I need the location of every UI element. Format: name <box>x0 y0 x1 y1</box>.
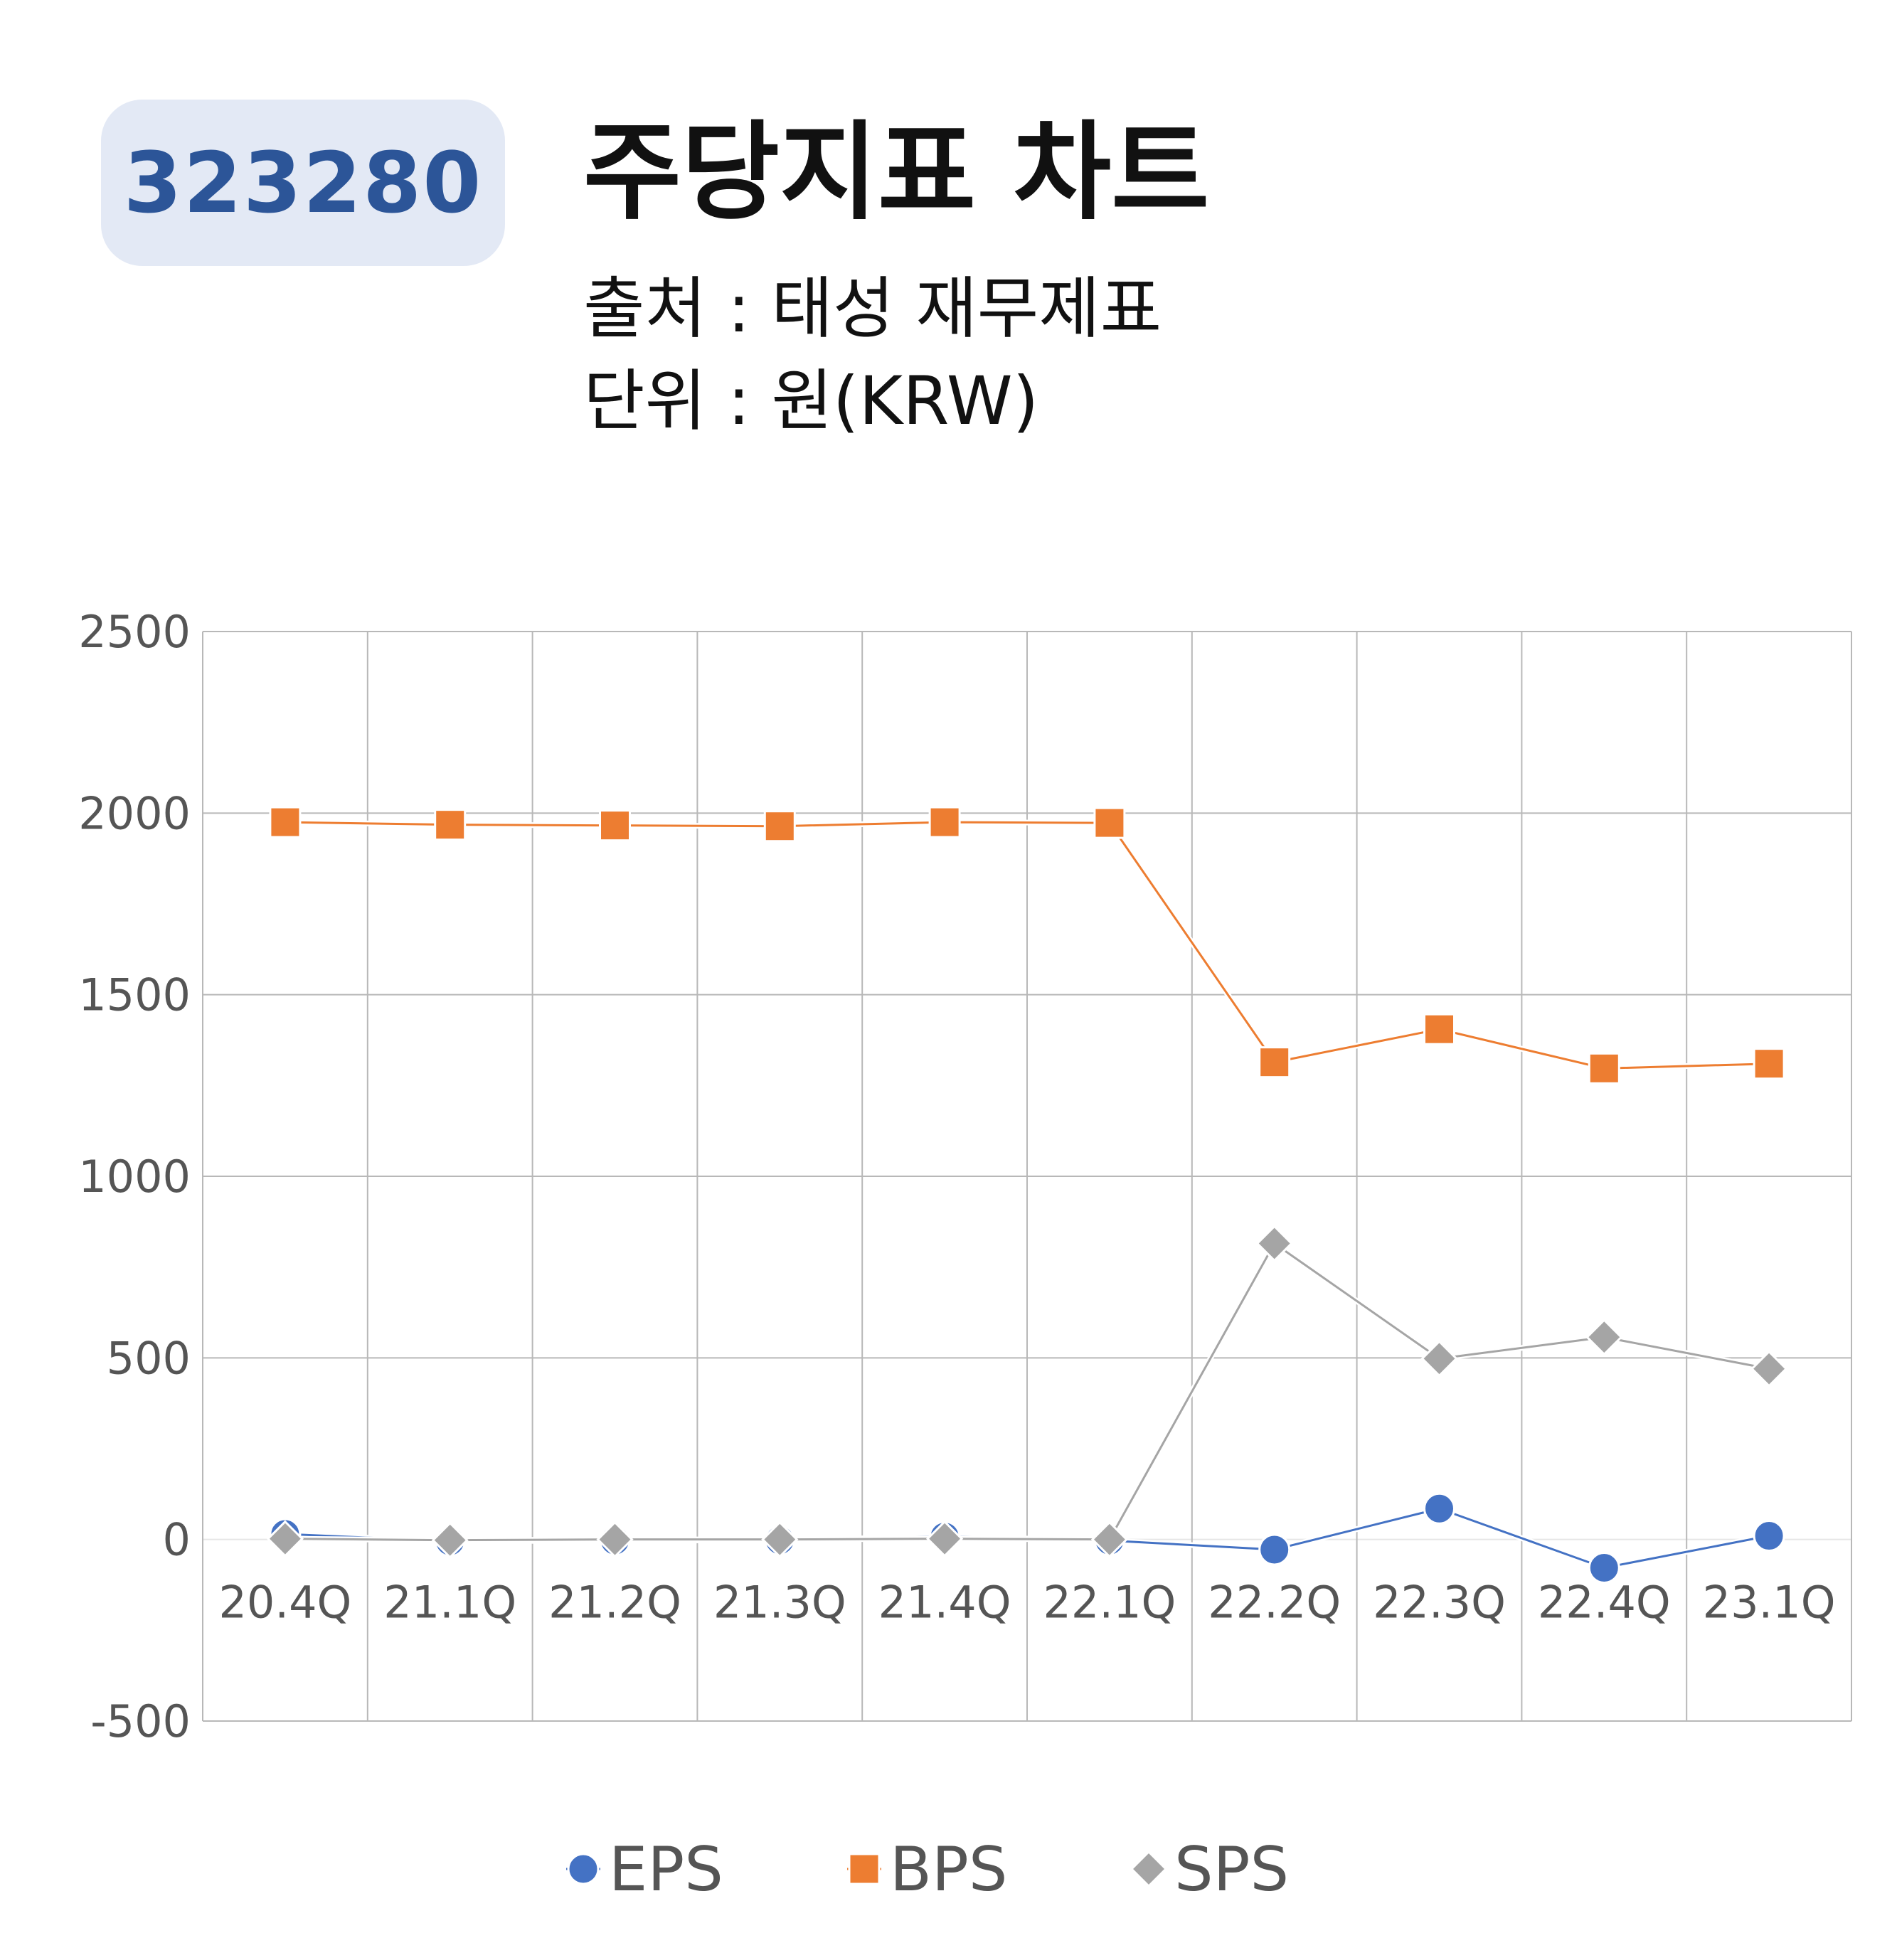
ticker-badge: 323280 <box>101 100 505 266</box>
chart-title: 주당지표 차트 <box>583 111 1210 235</box>
y-tick-label: 1500 <box>78 969 191 1021</box>
sps-point <box>1750 1350 1788 1388</box>
x-tick-label: 20.4Q <box>218 1577 351 1629</box>
sps-point <box>266 1520 304 1557</box>
sps-point <box>1585 1319 1623 1356</box>
sps-point <box>596 1520 634 1558</box>
source-label: 출처 : 태성 재무제표 <box>583 270 1162 348</box>
legend-marker-sps <box>1130 1850 1168 1888</box>
ticker-code: 323280 <box>123 134 483 232</box>
bps-point <box>1093 806 1126 839</box>
y-tick-label: 1000 <box>78 1151 191 1203</box>
y-tick-label: -500 <box>90 1695 191 1747</box>
x-tick-label: 22.2Q <box>1208 1577 1341 1629</box>
legend-marker-bps <box>848 1853 881 1885</box>
bps-point <box>269 806 302 838</box>
x-tick-label: 21.4Q <box>878 1577 1011 1629</box>
y-tick-label: 2500 <box>78 606 191 658</box>
eps-point <box>1258 1533 1291 1566</box>
bps-point <box>1753 1048 1785 1080</box>
x-tick-label: 21.2Q <box>548 1577 681 1629</box>
bps-point <box>1423 1013 1455 1045</box>
eps-point <box>1423 1492 1455 1525</box>
x-tick-label: 22.4Q <box>1538 1577 1671 1629</box>
bps-point <box>1588 1052 1620 1085</box>
sps-point <box>431 1521 469 1559</box>
y-tick-label: 2000 <box>78 787 191 839</box>
sps-point <box>925 1520 964 1557</box>
eps-point <box>1753 1520 1785 1552</box>
bps-point <box>763 810 796 843</box>
x-axis-labels: 20.4Q 21.1Q 21.2Q 21.3Q 21.4Q 22.1Q 22.2Q 22.3Q… <box>218 1577 1835 1629</box>
x-tick-label: 21.1Q <box>383 1577 516 1629</box>
bps-point <box>434 809 467 841</box>
legend-label-sps: SPS <box>1174 1834 1289 1905</box>
legend-label-eps: EPS <box>609 1834 723 1905</box>
series-layer <box>266 806 1788 1584</box>
bps-point <box>928 806 961 838</box>
bps-point <box>1258 1046 1291 1079</box>
sps-point <box>761 1520 799 1558</box>
legend-label-bps: BPS <box>890 1834 1007 1905</box>
unit-label: 단위 : 원(KRW) <box>583 363 1039 440</box>
legend: EPS BPS SPS <box>566 1834 1289 1905</box>
sps-point <box>1090 1520 1129 1558</box>
eps-point <box>1588 1551 1620 1584</box>
sps-point <box>1255 1225 1293 1262</box>
series-bps <box>269 806 1785 1085</box>
bps-point <box>599 809 631 842</box>
x-tick-label: 21.3Q <box>713 1577 846 1629</box>
y-axis-labels: 2500 2000 1500 1000 500 0 -500 <box>78 606 191 1747</box>
y-tick-label: 500 <box>107 1332 191 1384</box>
x-tick-label: 22.1Q <box>1043 1577 1176 1629</box>
legend-marker-eps <box>567 1853 600 1885</box>
series-sps <box>266 1225 1788 1559</box>
x-tick-label: 23.1Q <box>1703 1577 1836 1629</box>
sps-point <box>1420 1340 1458 1378</box>
bps-line <box>285 821 1770 1070</box>
x-tick-label: 22.3Q <box>1373 1577 1506 1629</box>
grid-lines <box>202 631 1852 1722</box>
y-tick-label: 0 <box>163 1514 191 1566</box>
sps-line <box>285 1242 1770 1542</box>
